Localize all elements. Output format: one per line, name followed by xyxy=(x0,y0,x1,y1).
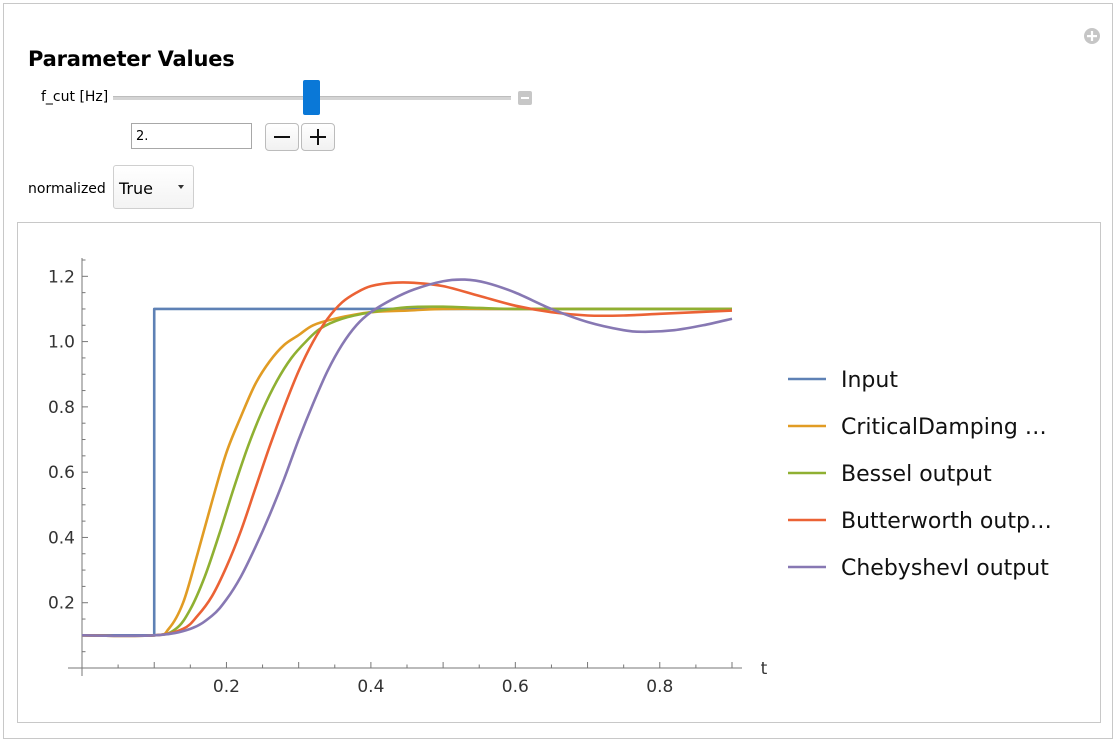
y-tick-label: 1.2 xyxy=(48,267,75,287)
section-title: Parameter Values xyxy=(28,47,235,71)
y-tick-label: 0.8 xyxy=(48,398,75,418)
caret-down-icon xyxy=(178,185,184,189)
f-cut-label: f_cut [Hz] xyxy=(41,89,109,105)
y-tick-label: 1.0 xyxy=(48,333,75,353)
minus-icon xyxy=(274,136,290,138)
normalized-selected-value: True xyxy=(119,179,153,198)
minus-square-icon[interactable] xyxy=(518,91,532,105)
y-tick-label: 0.2 xyxy=(48,594,75,614)
y-tick-label: 0.4 xyxy=(48,528,75,548)
y-tick-label: 0.6 xyxy=(48,463,75,483)
x-tick-label: 0.4 xyxy=(357,677,384,697)
legend-entry: Input xyxy=(841,368,898,393)
x-tick-label: 0.2 xyxy=(213,677,240,697)
plus-circle-icon[interactable] xyxy=(1083,27,1101,45)
series-line-1 xyxy=(82,307,732,637)
x-tick-label: 0.6 xyxy=(502,677,529,697)
increment-button[interactable] xyxy=(301,123,335,151)
legend-entry: ChebyshevI output xyxy=(841,556,1049,581)
legend-entry: Butterworth outp… xyxy=(841,509,1052,534)
plus-icon xyxy=(310,129,326,145)
plot-frame xyxy=(17,222,1101,723)
x-axis-label: t xyxy=(761,659,768,679)
normalized-label: normalized xyxy=(28,181,106,197)
series-line-2 xyxy=(81,307,732,638)
f-cut-slider-thumb[interactable] xyxy=(303,80,320,115)
legend-entry: CriticalDamping … xyxy=(841,415,1047,440)
series-line-5 xyxy=(81,278,733,638)
series-line-4 xyxy=(81,281,733,638)
legend-entry: Bessel output xyxy=(841,462,992,487)
f-cut-value-input[interactable] xyxy=(131,123,252,149)
normalized-select[interactable]: True xyxy=(113,165,194,209)
x-tick-label: 0.8 xyxy=(646,677,673,697)
decrement-button[interactable] xyxy=(265,123,299,151)
series-line-3 xyxy=(81,305,732,638)
